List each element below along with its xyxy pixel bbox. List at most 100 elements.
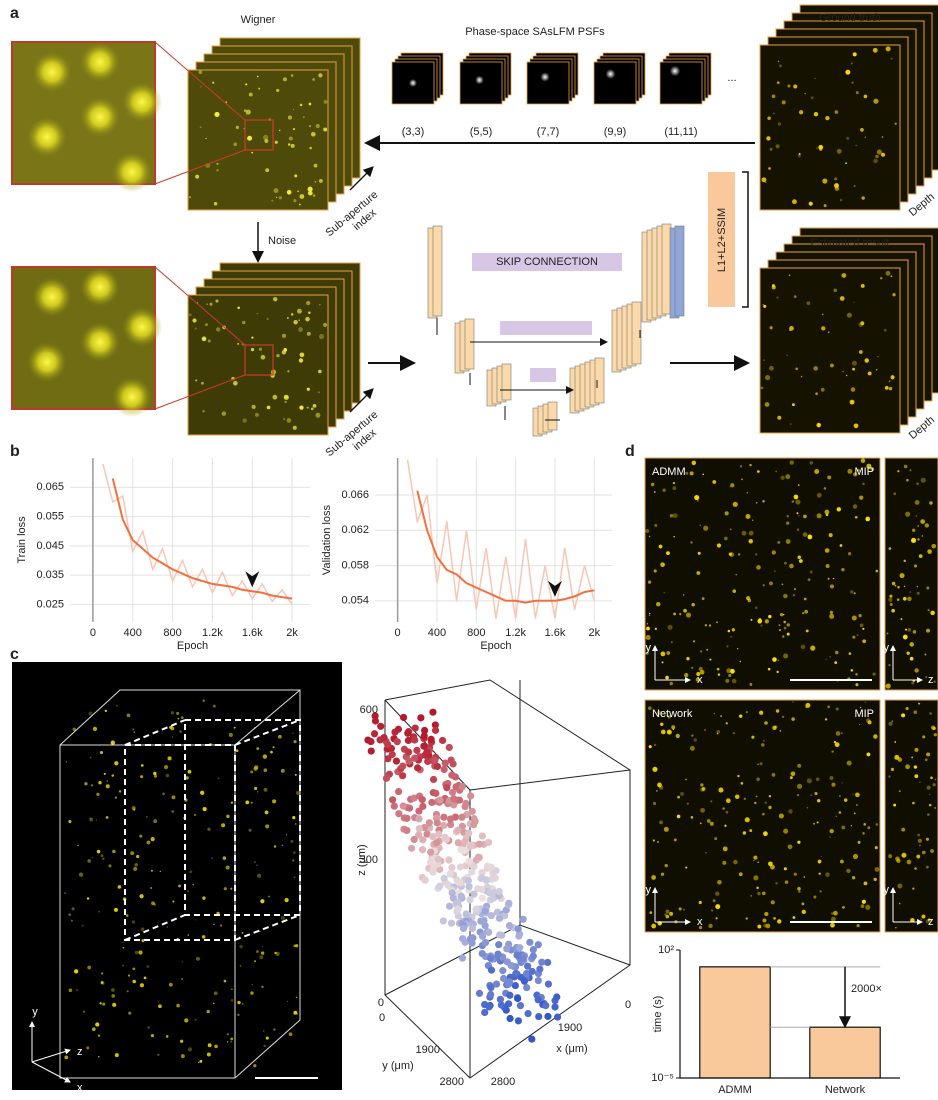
speckle [227,1041,228,1042]
speckle [854,592,856,594]
speckle [288,116,292,120]
speckle [817,822,819,824]
axis-label: y (μm) [382,1060,413,1072]
scatter-point [445,856,452,863]
speckle [261,355,266,360]
speckle [700,525,701,526]
speckle [138,950,142,954]
speckle [780,613,783,616]
speckle [934,733,937,736]
speckle [294,174,297,177]
speckle [749,829,752,832]
speckle [134,732,135,733]
scatter-point [408,845,415,852]
scatter-point [535,977,542,984]
speckle [762,813,765,816]
speckle [187,934,189,936]
speckle [762,500,765,503]
speckle [835,651,839,655]
psf-title: Phase-space SAsLFM PSFs [465,26,605,38]
speckle [763,584,765,586]
speckle [218,778,220,780]
scatter-point [441,766,448,773]
speckle [888,598,892,602]
speckle [761,625,763,627]
scatter-point [515,1017,522,1024]
speckle [201,382,204,385]
image [760,45,900,210]
speckle [775,471,777,473]
speckle [739,715,742,718]
speckle [195,379,197,381]
speckle [768,167,771,170]
speckle [901,828,905,832]
speckle [181,978,183,980]
scatter-point [411,836,418,843]
speckle [733,860,738,865]
speckle [860,321,864,325]
speckle [846,375,847,376]
scatter-point [432,727,439,734]
ellipsis: ... [727,72,736,84]
speckle [93,727,97,731]
unet-layer [662,224,671,314]
speckle [905,764,910,769]
speckle [772,657,777,662]
speckle [178,885,181,888]
speckle [862,483,865,486]
speckle [656,790,658,792]
scatter-point [463,911,470,918]
scatter-point [470,891,477,898]
speckle [700,788,704,792]
image [645,458,880,690]
speckle [181,716,184,719]
speckle [853,302,854,303]
speckle [907,628,911,632]
scatter-point [524,1010,531,1017]
speckle [756,777,759,780]
speckle [172,736,173,737]
speckle [934,681,936,683]
speckle [690,471,694,475]
speckle [922,851,926,855]
speckle [717,880,722,885]
speckle [102,1003,105,1006]
speckle [296,997,298,999]
speckle [87,897,90,900]
speckle [841,732,843,734]
speckle [307,407,309,409]
speckle [831,750,833,752]
speckle [250,770,253,773]
speckle [162,792,165,795]
speckle [659,821,663,825]
scatter-point [440,814,447,821]
speckle [901,853,906,858]
speckle [144,976,147,979]
speckle [683,609,687,613]
speckle [922,535,923,536]
speckle [893,492,896,495]
speckle [68,913,71,916]
speckle [909,642,914,647]
speckle [917,538,919,540]
speckle [877,150,882,155]
speckle [319,304,321,306]
speckle [670,514,674,518]
speckle [236,126,239,129]
speckle [774,571,775,572]
speckle [855,673,857,675]
speckle [852,636,855,639]
speckle [286,834,287,835]
speckle [825,548,830,553]
speckle [810,646,815,651]
speckle [261,986,263,988]
speckle [921,915,925,919]
speckle [829,614,834,619]
speckle [915,500,920,505]
speckle [281,916,285,920]
speckle [278,735,282,739]
speckle [767,117,770,120]
scatter-point [389,796,396,803]
speckle [764,721,767,724]
unet-layer [675,226,684,316]
